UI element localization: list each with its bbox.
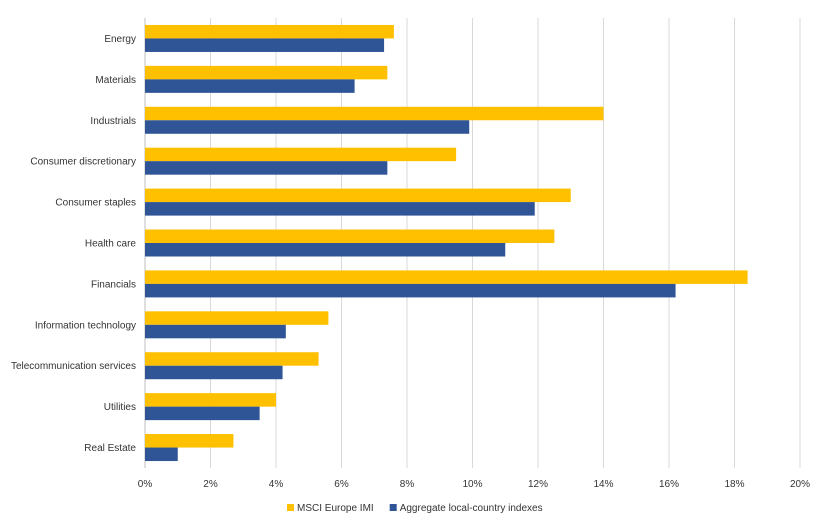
legend-label: MSCI Europe IMI: [297, 503, 374, 514]
x-tick-label: 12%: [528, 479, 548, 490]
x-tick-label: 2%: [203, 479, 218, 490]
x-tick-label: 18%: [724, 479, 744, 490]
category-label: Financials: [91, 279, 136, 290]
bar-msci-europe-imi: [145, 229, 555, 243]
bar-aggregate-local: [145, 161, 388, 175]
legend-label: Aggregate local-country indexes: [400, 503, 543, 514]
category-label: Consumer discretionary: [30, 157, 136, 168]
category-labels: Energy Materials Industrials Consumer discr…: [11, 34, 136, 454]
x-tick-label: 20%: [790, 479, 810, 490]
category-label: Industrials: [90, 116, 136, 127]
bar-msci-europe-imi: [145, 311, 329, 325]
x-tick-label: 0%: [138, 479, 153, 490]
x-tick-label: 6%: [334, 479, 349, 490]
category-label: Telecommunication services: [11, 361, 136, 372]
legend: MSCI Europe IMI Aggregate local-country i…: [287, 503, 543, 514]
legend-swatch: [287, 504, 294, 511]
category-label: Consumer staples: [55, 198, 136, 209]
x-tick-labels: 0% 2% 4% 6% 8% 10% 12% 14% 16% 18% 20%: [138, 479, 810, 490]
bar-aggregate-local: [145, 202, 535, 216]
category-label: Energy: [104, 34, 136, 45]
bar-msci-europe-imi: [145, 352, 319, 366]
bar-aggregate-local: [145, 365, 283, 380]
bar-aggregate-local: [145, 447, 178, 462]
x-tick-label: 10%: [462, 479, 482, 490]
bar-msci-europe-imi: [145, 393, 276, 407]
category-label: Materials: [95, 75, 136, 86]
bar-aggregate-local: [145, 243, 506, 257]
category-label: Health care: [85, 239, 137, 250]
category-label: Utilities: [104, 402, 136, 413]
x-tick-label: 8%: [400, 479, 415, 490]
bar-msci-europe-imi: [145, 65, 388, 80]
bars: [145, 24, 748, 462]
category-label: Information technology: [35, 320, 136, 331]
bar-msci-europe-imi: [145, 188, 571, 203]
bar-aggregate-local: [145, 38, 385, 52]
bar-msci-europe-imi: [145, 106, 604, 121]
x-tick-label: 14%: [593, 479, 613, 490]
bar-msci-europe-imi: [145, 147, 457, 162]
bar-aggregate-local: [145, 79, 355, 93]
bar-aggregate-local: [145, 406, 260, 421]
bar-aggregate-local: [145, 324, 286, 339]
category-label: Real Estate: [84, 443, 136, 454]
bar-aggregate-local: [145, 120, 470, 134]
x-tick-label: 16%: [659, 479, 679, 490]
legend-swatch: [389, 504, 397, 511]
bar-msci-europe-imi: [145, 434, 234, 448]
x-tick-label: 4%: [269, 479, 284, 490]
bar-msci-europe-imi: [145, 270, 748, 284]
bar-aggregate-local: [145, 283, 676, 298]
bar-msci-europe-imi: [145, 24, 394, 39]
